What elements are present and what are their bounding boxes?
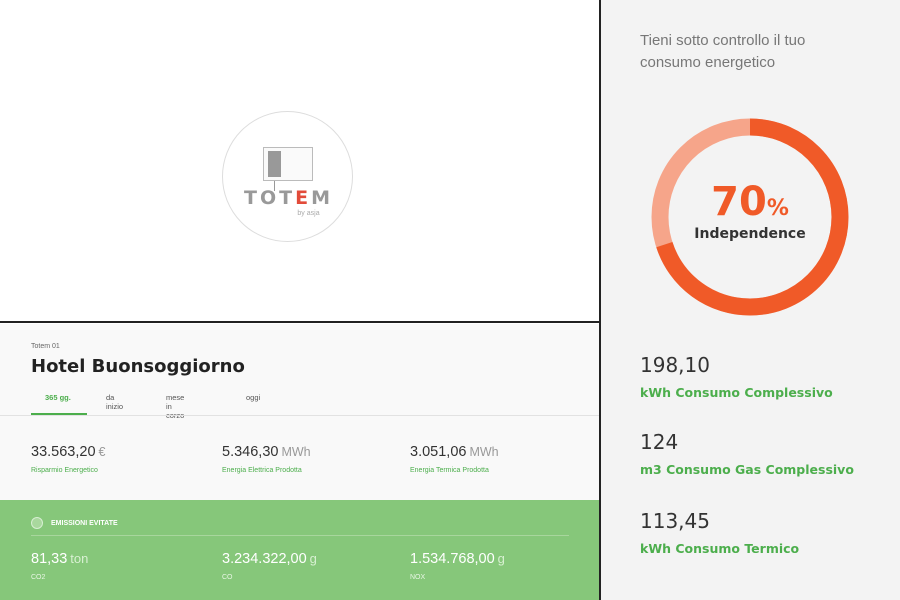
stat-label: Risparmio Energetico <box>31 467 98 474</box>
stat-unit: € <box>98 445 106 459</box>
emission-co: 3.234.322,00 g CO <box>222 550 317 581</box>
energy-summary-panel: Tieni sotto controllo il tuo consumo ene… <box>601 0 900 600</box>
totem-id: Totem 01 <box>31 343 60 350</box>
independence-ring <box>651 118 849 316</box>
emission-unit: ton <box>70 551 89 566</box>
page-title: Hotel Buonsoggiorno <box>31 356 245 377</box>
logo-panel: TOTEM by asja <box>0 0 600 323</box>
tab-current-month[interactable]: mese in corzo <box>166 393 185 420</box>
stat-value: 5.346,30 <box>222 444 279 460</box>
emission-unit: g <box>309 551 317 566</box>
totem-logo: TOTEM by asja <box>222 111 353 242</box>
logo-byline: by asja <box>297 210 320 217</box>
totem-device-icon <box>263 147 313 191</box>
emission-unit: g <box>497 551 505 566</box>
emission-value: 1.534.768,00 <box>410 551 495 567</box>
stat-value: 3.051,06 <box>410 444 467 460</box>
emission-co2: 81,33 ton CO2 <box>31 550 88 581</box>
ring-progress <box>651 118 849 316</box>
emissions-divider <box>31 535 569 536</box>
stat-label: Energia Termica Prodotta <box>410 467 489 474</box>
emissions-title: EMISSIONI EVITATE <box>51 520 118 527</box>
emission-label: CO2 <box>31 574 46 581</box>
emission-value: 3.234.322,00 <box>222 551 307 567</box>
tab-since-start[interactable]: da inizio <box>106 393 124 411</box>
panel-divider <box>599 0 601 600</box>
tab-365-days[interactable]: 365 gg. <box>31 393 87 415</box>
stat-value: 33.563,20 <box>31 444 96 460</box>
metric-label: m3 Consumo Gas Complessivo <box>640 462 854 477</box>
stat-unit: MWh <box>469 445 499 459</box>
emission-label: NOX <box>410 574 426 581</box>
metric-label: kWh Consumo Complessivo <box>640 385 833 400</box>
metric-value: 198,10 <box>640 353 710 377</box>
emission-nox: 1.534.768,00 g NOX <box>410 550 505 581</box>
metric-thermal-consumption: 113,45 kWh Consumo Termico <box>640 509 799 556</box>
independence-percent: 70% <box>711 179 789 225</box>
leaf-icon <box>31 517 43 529</box>
tabs-divider <box>0 415 599 416</box>
tagline: Tieni sotto controllo il tuo consumo ene… <box>640 32 806 71</box>
logo-wordmark: TOTEM <box>244 187 333 209</box>
stat-label: Energia Elettrica Prodotta <box>222 467 302 474</box>
stat-energy-savings: 33.563,20 € Risparmio Energetico <box>31 443 105 474</box>
hotel-card: Totem 01 Hotel Buonsoggiorno 365 gg. da … <box>0 324 599 600</box>
stat-electric-energy: 5.346,30 MWh Energia Elettrica Prodotta <box>222 443 311 474</box>
metric-label: kWh Consumo Termico <box>640 541 800 556</box>
metric-value: 124 <box>640 430 679 454</box>
emission-value: 81,33 <box>31 551 68 567</box>
stat-thermal-energy: 3.051,06 MWh Energia Termica Prodotta <box>410 443 499 474</box>
metric-gas-consumption: 124 m3 Consumo Gas Complessivo <box>640 430 854 477</box>
tab-today[interactable]: oggi <box>246 393 261 402</box>
independence-label: Independence <box>694 226 806 242</box>
avoided-emissions-panel: EMISSIONI EVITATE 81,33 ton CO2 3.234.322… <box>0 500 599 600</box>
metric-total-consumption: 198,10 kWh Consumo Complessivo <box>640 353 833 400</box>
independence-gauge: 70% Independence <box>650 117 850 317</box>
emission-label: CO <box>222 574 233 581</box>
metric-value: 113,45 <box>640 509 710 533</box>
stat-unit: MWh <box>281 445 311 459</box>
